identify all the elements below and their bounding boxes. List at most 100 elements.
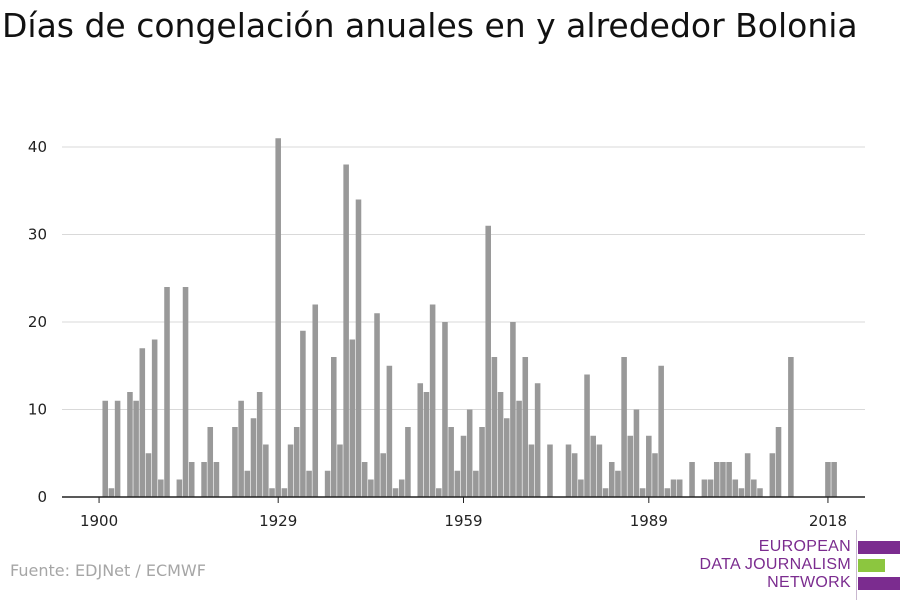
bar-1985 <box>621 357 627 497</box>
bar-1956 <box>442 322 448 497</box>
bar-2004 <box>738 488 745 497</box>
bar-1954 <box>429 304 436 497</box>
bar-1982 <box>602 488 609 497</box>
bar-1952 <box>417 383 424 497</box>
logo-line-2: DATA JOURNALISM <box>699 556 851 573</box>
bar-1941 <box>349 339 356 497</box>
logo-purple-bar-top <box>858 541 900 554</box>
bar-series <box>102 138 837 497</box>
bar-1919 <box>213 462 220 497</box>
x-tick-label: 1989 <box>630 512 668 530</box>
bar-1976 <box>565 444 572 497</box>
bar-1908 <box>145 453 152 497</box>
bar-1978 <box>578 479 584 497</box>
bar-1994 <box>676 479 683 497</box>
bar-1948 <box>392 488 399 497</box>
y-tick-label: 20 <box>28 313 47 331</box>
bar-1906 <box>133 400 139 497</box>
logo-green-bar <box>858 559 885 572</box>
bar-1905 <box>127 392 133 497</box>
bar-1929 <box>275 138 281 497</box>
bar-1902 <box>108 488 115 497</box>
bar-1926 <box>256 392 263 497</box>
bar-1983 <box>608 462 615 497</box>
bar-1953 <box>423 392 430 497</box>
bar-1946 <box>380 453 386 497</box>
bar-1928 <box>269 488 275 497</box>
bar-1966 <box>503 418 510 497</box>
bar-1934 <box>306 470 312 497</box>
bar-1981 <box>596 444 603 497</box>
bar-1971 <box>534 383 541 497</box>
bar-1947 <box>386 365 393 497</box>
bar-2012 <box>788 357 794 497</box>
bar-1910 <box>158 479 164 497</box>
bar-1960 <box>466 409 473 497</box>
bar-1969 <box>522 357 529 497</box>
bar-2002 <box>726 462 732 497</box>
bar-1907 <box>139 348 146 497</box>
bar-1963 <box>485 225 491 497</box>
bar-1944 <box>368 479 374 497</box>
bar-1962 <box>479 427 485 497</box>
grid-lines <box>62 146 865 410</box>
edjnet-logo: EUROPEAN DATA JOURNALISM NETWORK <box>699 530 900 600</box>
y-tick-label: 0 <box>37 488 47 506</box>
bar-1980 <box>590 435 596 497</box>
bar-1942 <box>355 199 362 497</box>
x-tick-label: 1900 <box>80 512 118 530</box>
bar-1955 <box>436 488 442 497</box>
bar-1915 <box>188 462 195 497</box>
bar-1925 <box>250 418 257 497</box>
bar-1964 <box>491 357 498 497</box>
bar-1987 <box>633 409 640 497</box>
bar-1930 <box>281 488 288 497</box>
bar-1943 <box>361 462 368 497</box>
bar-1938 <box>331 357 337 497</box>
bar-1992 <box>664 488 671 497</box>
logo-line-3: NETWORK <box>767 574 851 591</box>
bar-2010 <box>775 427 782 497</box>
bar-1958 <box>454 470 461 497</box>
bar-1961 <box>473 470 479 497</box>
bar-2009 <box>769 453 776 497</box>
bar-2000 <box>713 462 720 497</box>
logo-divider <box>856 530 857 600</box>
bar-1927 <box>263 444 269 497</box>
bar-1988 <box>639 488 646 497</box>
source-note: Fuente: EDJNet / ECMWF <box>10 561 206 580</box>
bar-1940 <box>343 164 349 497</box>
bar-1990 <box>652 453 658 497</box>
bar-1937 <box>324 470 331 497</box>
bar-1931 <box>287 444 294 497</box>
bar-1986 <box>627 435 634 497</box>
bar-2001 <box>720 462 726 497</box>
bar-1977 <box>571 453 578 497</box>
x-tick-label: 2018 <box>809 512 847 530</box>
bar-1970 <box>528 444 535 497</box>
bar-1911 <box>164 287 170 497</box>
bar-1993 <box>670 479 677 497</box>
y-axis-tick-labels: 0 10 20 30 40 <box>28 138 47 506</box>
y-tick-label: 40 <box>28 138 47 156</box>
bar-1945 <box>374 313 380 497</box>
bar-2007 <box>757 488 763 497</box>
bar-1918 <box>207 427 214 497</box>
bar-1989 <box>646 435 652 497</box>
bar-1932 <box>293 427 300 497</box>
bar-1996 <box>689 462 695 497</box>
logo-purple-bar-bottom <box>858 577 900 590</box>
bar-2006 <box>751 479 757 497</box>
y-tick-label: 10 <box>28 401 47 419</box>
bar-1913 <box>176 479 183 497</box>
bar-1957 <box>448 427 454 497</box>
bar-2005 <box>744 453 751 497</box>
bar-1998 <box>701 479 708 497</box>
logo-line-1: EUROPEAN <box>758 538 851 555</box>
bar-1950 <box>405 427 411 497</box>
bar-1967 <box>510 322 516 497</box>
bar-1922 <box>232 427 238 497</box>
bar-2019 <box>831 462 837 497</box>
x-tick-label: 1929 <box>259 512 297 530</box>
